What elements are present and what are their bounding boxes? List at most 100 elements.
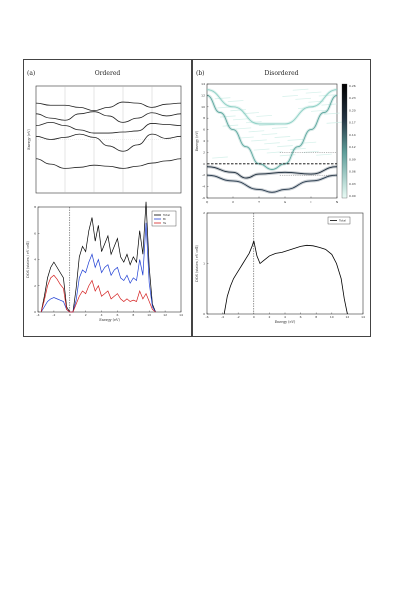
dos-a-ytick-label-1: 2 bbox=[34, 284, 36, 288]
heatmap-ytick-label-7: 8 bbox=[203, 116, 205, 120]
dos-a-ytick-label-4: 8 bbox=[34, 205, 36, 209]
heatmap-ytick-label-8: 10 bbox=[201, 105, 205, 109]
panel-title-disordered: Disordered bbox=[264, 70, 299, 77]
spectral-noise-32 bbox=[222, 124, 239, 127]
dos-b-legend-label: Total bbox=[338, 219, 346, 223]
spectral-noise-28 bbox=[279, 154, 296, 157]
spectral-noise-38 bbox=[253, 148, 270, 151]
dos-a-xtick-label-7: 10 bbox=[147, 313, 151, 317]
spectral-noise-24 bbox=[219, 115, 236, 118]
heatmap-xtick-label-1: X bbox=[232, 200, 234, 204]
colorbar-tick-label-7: 0.06 bbox=[349, 170, 356, 174]
heatmap-xtick-label-0: Q bbox=[206, 200, 209, 204]
dos-b-xlabel: Energy (eV) bbox=[275, 320, 296, 324]
dos-a-xlabel: Energy (eV) bbox=[99, 318, 120, 322]
band-line-1 bbox=[35, 133, 182, 152]
dos-b-xtick-label-8: 10 bbox=[330, 315, 334, 319]
dos-b-xtick-label-3: 0 bbox=[253, 315, 255, 319]
colorbar-tick-label-2: 0.20 bbox=[349, 108, 356, 112]
heatmap-ytick-label-4: 2 bbox=[203, 150, 205, 154]
spectral-noise-23 bbox=[292, 88, 309, 91]
dos-a-ytick-label-2: 4 bbox=[34, 258, 36, 262]
spectral-noise-34 bbox=[310, 109, 327, 112]
spectral-noise-6 bbox=[243, 112, 260, 115]
dos-b-xtick-label-6: 6 bbox=[300, 315, 302, 319]
panel-label-b: (b) bbox=[196, 70, 205, 77]
spectral-noise-37 bbox=[326, 121, 343, 124]
dos-b-xtick-label-10: 14 bbox=[361, 315, 365, 319]
dos-b-legend-box bbox=[327, 216, 351, 225]
dos-a-xtick-label-2: 0 bbox=[69, 313, 71, 317]
spectral-band-3 bbox=[206, 166, 338, 179]
panel-b-disordered: (b) Disordered -6 -4 -2 0 2 4 6 8 10 12 14 Q X T G I N En… bbox=[192, 59, 371, 337]
dos-a-legend-label-2: Te bbox=[162, 221, 166, 225]
dos-b-xtick-label-2: -2 bbox=[237, 315, 240, 319]
spectral-noise-18 bbox=[305, 91, 322, 94]
dos-a-xtick-label-5: 6 bbox=[116, 313, 118, 317]
dos-b-xtick-label-0: -6 bbox=[206, 315, 209, 319]
dos-b-xtick-label-9: 12 bbox=[345, 315, 349, 319]
spectral-noise-7 bbox=[287, 138, 304, 141]
panel-label-a: (a) bbox=[27, 70, 36, 77]
spectral-noise-21 bbox=[321, 103, 338, 106]
spectral-noise-5 bbox=[316, 153, 332, 156]
dos-a-xtick-label-0: -4 bbox=[37, 313, 40, 317]
band-line-0 bbox=[35, 158, 182, 169]
heatmap-ytick-label-9: 12 bbox=[201, 93, 205, 97]
heatmap-ytick-label-0: -6 bbox=[202, 196, 205, 200]
spectral-noise-10 bbox=[303, 150, 319, 153]
heatmap-ylabel: Energy (eV) bbox=[195, 130, 199, 151]
colorbar-tick-label-9: 0.00 bbox=[349, 194, 356, 198]
dos-b-ytick-label-2: 2 bbox=[203, 211, 205, 215]
spectral-noise-20 bbox=[277, 145, 293, 148]
dos-b-xtick-label-1: -4 bbox=[221, 315, 224, 319]
dos-a-xtick-label-4: 4 bbox=[101, 313, 103, 317]
dos-a-xtick-label-3: 2 bbox=[85, 313, 87, 317]
dos-b-xtick-label-5: 4 bbox=[284, 315, 286, 319]
spectral-noise-14 bbox=[245, 121, 262, 124]
spectral-noise-3 bbox=[227, 100, 244, 103]
colorbar-tick-label-0: 0.26 bbox=[349, 84, 356, 88]
spectral-band-1 bbox=[206, 94, 338, 170]
dos-b-series-total bbox=[223, 240, 348, 315]
heatmap-ytick-label-5: 4 bbox=[203, 139, 205, 143]
ordered-figure: Energy (eV) -4 -2 0 2 4 6 8 10 12 14 0 2 4 6 8 Energy (e… bbox=[26, 85, 183, 322]
dos-a-xtick-label-9: 14 bbox=[179, 313, 183, 317]
dos-a-xtick-label-8: 12 bbox=[163, 313, 167, 317]
dos-b-ylabel: DOS (states / eV cell) bbox=[195, 244, 199, 281]
colorbar-tick-label-5: 0.12 bbox=[349, 145, 356, 149]
dos-a-ytick-label-3: 6 bbox=[34, 231, 36, 235]
colorbar-tick-label-3: 0.17 bbox=[349, 121, 356, 125]
heatmap-ytick-label-3: 0 bbox=[203, 162, 205, 166]
spectral-noise-30 bbox=[251, 139, 267, 142]
colorbar-tick-label-8: 0.03 bbox=[349, 182, 356, 186]
spectral-band-0 bbox=[206, 174, 338, 193]
spectral-noise-25 bbox=[264, 142, 280, 145]
heatmap-xtick-label-3: G bbox=[284, 200, 287, 204]
panel-title-ordered: Ordered bbox=[94, 70, 121, 77]
heatmap-ytick-label-6: 6 bbox=[203, 128, 205, 132]
spectral-noise-2 bbox=[300, 141, 317, 144]
dos-b-xtick-label-7: 8 bbox=[315, 315, 317, 319]
spectral-noise-36 bbox=[282, 95, 299, 97]
spectral-noise-0 bbox=[212, 156, 228, 159]
spectral-band-2 bbox=[206, 89, 338, 125]
band-line-4 bbox=[35, 101, 182, 112]
dos-a-xtick-label-1: -2 bbox=[52, 313, 55, 317]
band-line-3 bbox=[35, 111, 182, 123]
colorbar-tick-label-4: 0.14 bbox=[349, 133, 356, 137]
spectral-noise-35 bbox=[238, 136, 254, 139]
spectral-noise-15 bbox=[290, 148, 306, 150]
dos-a-xtick-label-6: 8 bbox=[132, 313, 134, 317]
colorbar-tick-label-1: 0.23 bbox=[349, 96, 356, 100]
dos-a-ytick-label-0: 0 bbox=[34, 310, 36, 314]
spectral-noise-27 bbox=[235, 127, 252, 130]
bands-ylabel: Energy (eV) bbox=[27, 129, 31, 150]
heatmap-frame bbox=[206, 83, 338, 199]
dos-b-ytick-label-0: 0 bbox=[203, 312, 205, 316]
dos-b-ytick-label-1: 1 bbox=[203, 262, 205, 266]
spectral-noise-4 bbox=[271, 126, 288, 129]
band-line-2 bbox=[35, 121, 182, 134]
dos-a-series-te bbox=[40, 274, 156, 313]
